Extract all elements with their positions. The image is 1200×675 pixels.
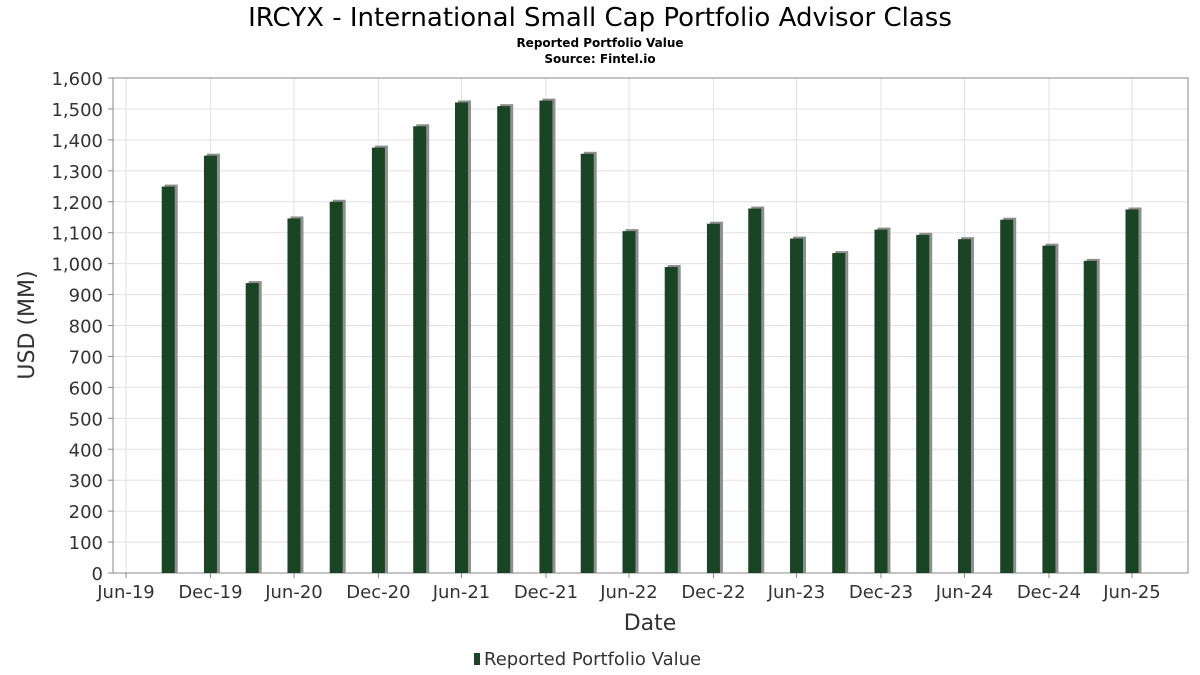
bar-fill: [916, 234, 930, 573]
y-tick-label: 900: [69, 286, 103, 307]
chart-source: Source: Fintel.io: [544, 52, 656, 66]
bar-fill: [539, 100, 553, 573]
bar: [161, 184, 178, 573]
bar: [790, 236, 807, 574]
bar: [245, 281, 262, 573]
bar-fill: [371, 147, 385, 573]
y-axis-label: USD (MM): [15, 270, 40, 379]
y-tick-label: 400: [69, 440, 103, 461]
bar-fill: [203, 155, 217, 573]
bar-fill: [664, 267, 678, 573]
y-tick-label: 800: [69, 317, 103, 338]
x-tick-label: Jun-24: [935, 582, 994, 603]
legend-swatch: [474, 653, 480, 665]
y-tick-label: 0: [92, 564, 103, 585]
bar-fill: [706, 223, 720, 573]
x-tick-label: Dec-22: [681, 582, 745, 603]
x-tick-label: Dec-24: [1017, 582, 1081, 603]
y-tick-label: 200: [69, 502, 103, 523]
bar: [748, 206, 765, 573]
bar: [329, 199, 346, 573]
y-tick-label: 500: [69, 409, 103, 430]
bar-fill: [790, 238, 804, 574]
y-tick-label: 1,300: [51, 162, 103, 183]
bar-fill: [1125, 209, 1139, 573]
x-axis-ticks: Jun-19 Dec-19 Jun-20 Dec-20 Jun-21 Dec-21 Jun-…: [96, 573, 1161, 603]
y-tick-label: 100: [69, 533, 103, 554]
x-tick-label: Jun-23: [767, 582, 826, 603]
x-tick-label: Jun-21: [432, 582, 491, 603]
y-tick-label: 1,000: [51, 255, 103, 276]
bar: [1042, 243, 1059, 573]
bar-fill: [245, 283, 259, 573]
bar-fill: [622, 231, 636, 573]
x-tick-label: Dec-20: [346, 582, 410, 603]
y-tick-label: 1,100: [51, 224, 103, 245]
chart-title: IRCYX - International Small Cap Portfoli…: [248, 3, 952, 33]
y-tick-label: 1,200: [51, 193, 103, 214]
bar-fill: [957, 239, 971, 573]
bar-fill: [874, 229, 888, 573]
bar: [1000, 217, 1017, 573]
bar: [874, 227, 891, 573]
x-tick-label: Dec-19: [178, 582, 242, 603]
x-tick-label: Dec-21: [514, 582, 578, 603]
bar: [1083, 258, 1100, 573]
bar-fill: [1083, 260, 1097, 573]
x-tick-label: Dec-23: [849, 582, 913, 603]
x-tick-label: Jun-19: [96, 582, 155, 603]
bar: [371, 145, 388, 573]
bar: [957, 237, 974, 573]
bar-fill: [454, 102, 468, 574]
bar-series: [161, 98, 1142, 574]
bar-fill: [287, 218, 301, 574]
bar-fill: [1000, 219, 1014, 573]
bar-fill: [748, 208, 762, 573]
grid-lines: [113, 77, 1188, 574]
x-tick-label: Jun-20: [264, 582, 323, 603]
bar: [916, 232, 933, 573]
bar: [706, 221, 723, 573]
bar: [413, 124, 430, 573]
y-axis-ticks: 0 100 200 300 400 500 600 700 800 900 1,000 1,100 1,…: [51, 69, 113, 585]
bar: [1125, 207, 1142, 573]
x-tick-label: Jun-22: [599, 582, 658, 603]
y-tick-label: 1,500: [51, 100, 103, 121]
bar-fill: [580, 153, 594, 573]
y-tick-label: 1,600: [51, 69, 103, 90]
bar: [832, 251, 849, 573]
chart-subtitle: Reported Portfolio Value: [516, 36, 684, 50]
bar-fill: [413, 126, 427, 573]
bar: [454, 100, 471, 574]
y-tick-label: 1,400: [51, 131, 103, 152]
y-tick-label: 300: [69, 471, 103, 492]
x-axis-label: Date: [624, 611, 677, 636]
bar-fill: [497, 106, 511, 573]
x-tick-label: Jun-25: [1102, 582, 1161, 603]
bar-fill: [329, 201, 343, 573]
bar: [539, 98, 556, 573]
bar: [580, 151, 597, 573]
legend: Reported Portfolio Value: [474, 649, 701, 670]
bar: [497, 104, 514, 573]
y-tick-label: 700: [69, 347, 103, 368]
bar: [622, 229, 639, 573]
bar: [203, 153, 220, 573]
bar: [664, 265, 681, 573]
bar-fill: [832, 253, 846, 573]
bar-fill: [161, 186, 175, 573]
y-tick-label: 600: [69, 378, 103, 399]
bar-fill: [1042, 245, 1056, 573]
bar: [287, 216, 304, 574]
legend-label: Reported Portfolio Value: [484, 649, 701, 670]
